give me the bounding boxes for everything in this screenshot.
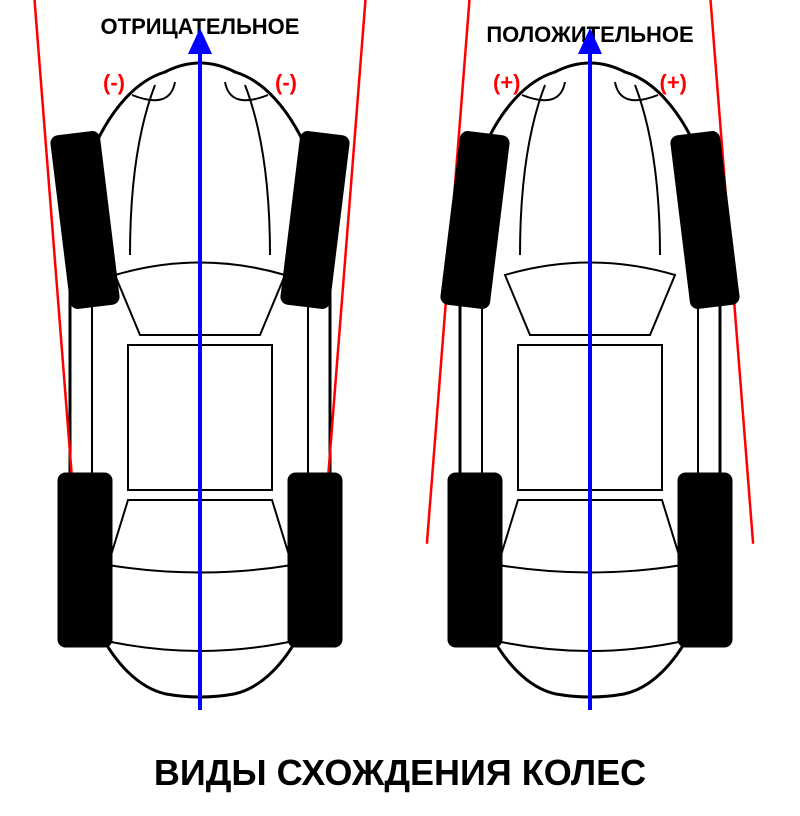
svg-text:(+): (+) <box>660 70 688 95</box>
svg-text:(+): (+) <box>493 70 521 95</box>
diagram-title: ВИДЫ СХОЖДЕНИЯ КОЛЕС <box>0 752 800 794</box>
svg-text:(-): (-) <box>103 70 125 95</box>
svg-text:(-): (-) <box>275 70 297 95</box>
diagram-svg: (-) (-) (+) (+) <box>0 0 800 816</box>
diagram-canvas: ОТРИЦАТЕЛЬНОЕ ПОЛОЖИТЕЛЬНОЕ (-)(-)(+)(+)… <box>0 0 800 816</box>
